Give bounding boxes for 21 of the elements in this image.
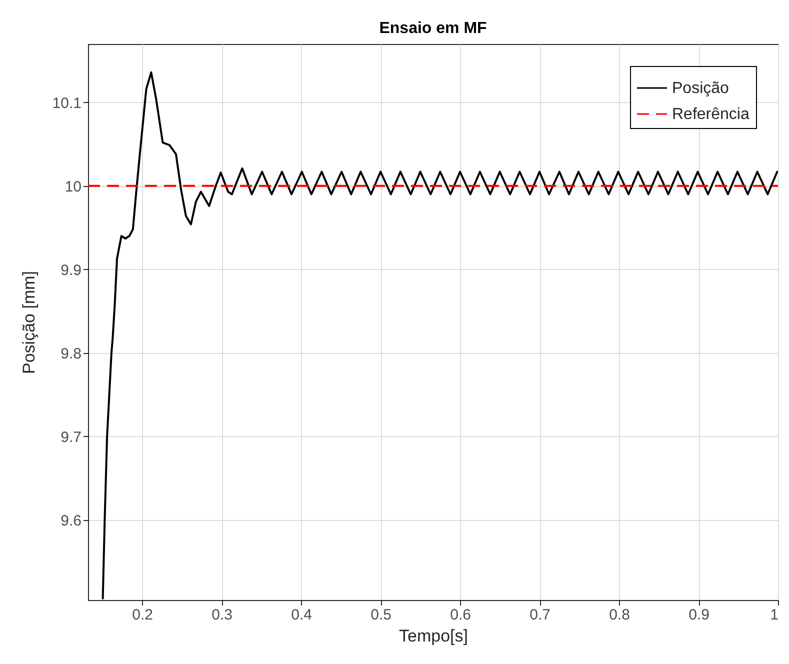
x-axis-title: Tempo[s] <box>399 626 468 646</box>
x-tick-label: 0.6 <box>450 606 471 624</box>
x-tick-label: 0.9 <box>688 606 710 624</box>
x-tick-label: 0.5 <box>370 606 392 624</box>
chart-title: Ensaio em MF <box>379 20 488 37</box>
x-tick-label: 0.7 <box>530 606 550 624</box>
y-tick-label: 9.9 <box>60 262 82 279</box>
y-tick-label: 9.7 <box>60 428 82 446</box>
y-axis-title: Posição [mm] <box>19 271 38 374</box>
x-tick-label: 0.2 <box>132 606 153 624</box>
legend-label: Posição <box>672 80 730 97</box>
x-tick-label: 0.8 <box>609 606 630 624</box>
x-tick-label: 0.4 <box>291 606 312 624</box>
y-tick-label: 10 <box>64 178 82 196</box>
x-tick-label: 0.3 <box>212 606 232 624</box>
y-tick-label: 9.6 <box>60 512 82 530</box>
y-tick-label: 10.1 <box>52 94 82 112</box>
x-tick-label: 1 <box>770 606 778 624</box>
legend-label: Referência <box>672 106 750 123</box>
line-series <box>102 71 778 600</box>
y-tick-label: 9.8 <box>60 345 82 362</box>
